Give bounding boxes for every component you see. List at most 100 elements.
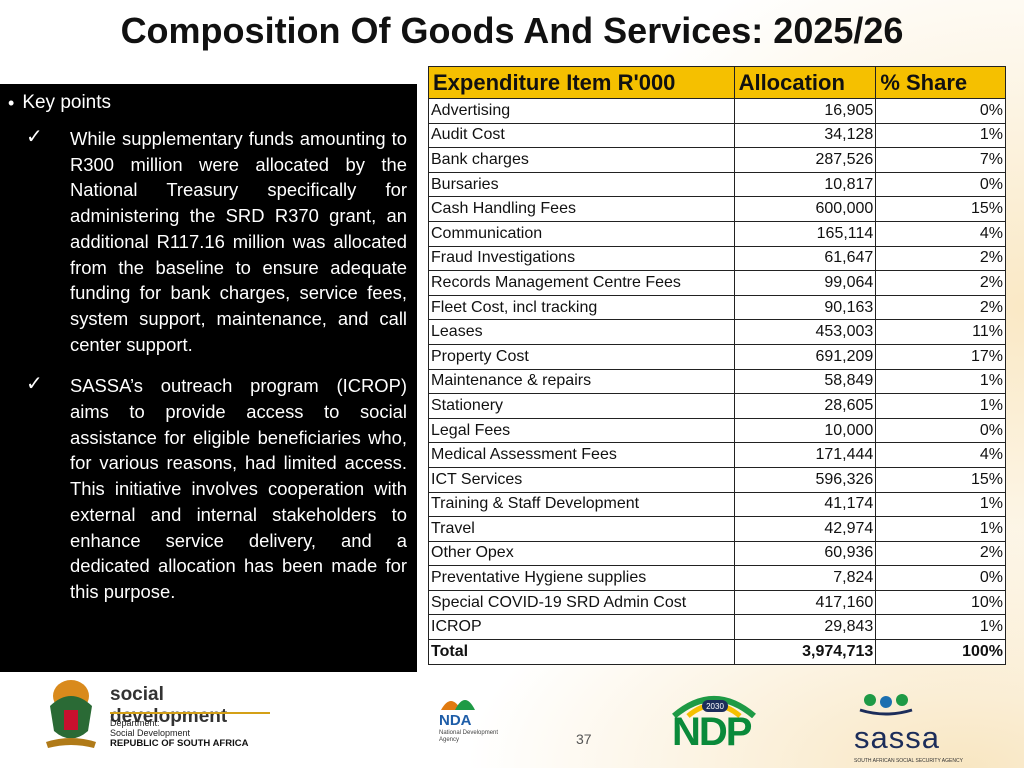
cell-share: 4% [875,220,1006,247]
social-development-logo: social development Department: Social De… [40,676,280,756]
table-row: Training & Staff Development 41,174 1% [428,491,1006,518]
cell-expenditure-item: Cash Handling Fees [428,196,735,222]
cell-share: 15% [875,196,1006,222]
key-point-text: SASSA’s outreach program (ICROP) aims to… [70,375,407,602]
key-point-text: While supplementary funds amounting to R… [70,128,407,355]
cell-allocation: 29,843 [733,614,877,641]
cell-expenditure-item: Maintenance & repairs [428,368,735,395]
checkmark-icon: ✓ [26,126,43,148]
key-point-item: ✓ SASSA’s outreach program (ICROP) aims … [8,373,407,604]
table-row: ICT Services 596,326 15% [428,466,1006,493]
cell-expenditure-item: Bursaries [428,171,735,198]
cell-expenditure-item: Total [428,639,735,665]
header-allocation: Allocation [733,66,877,99]
table-row: Travel 42,974 1% [428,516,1006,542]
sassa-logo: sassa SOUTH AFRICAN SOCIAL SECURITY AGEN… [850,688,970,768]
table-row: Records Management Centre Fees 99,064 2% [428,270,1006,296]
table-row: Stationery 28,605 1% [428,393,1006,419]
cell-expenditure-item: Leases [428,319,735,345]
cell-share: 100% [875,639,1006,665]
department-label: Department: Social Development [110,718,190,738]
cell-allocation: 3,974,713 [733,639,877,665]
cell-allocation: 58,849 [733,368,877,395]
sassa-emblem-icon [859,694,913,716]
cell-allocation: 287,526 [733,147,877,173]
table-row: Fleet Cost, incl tracking 90,163 2% [428,294,1006,321]
nda-subtitle: National Development Agency [439,730,499,743]
cell-allocation: 16,905 [733,98,877,124]
cell-expenditure-item: ICROP [428,614,735,641]
cell-allocation: 41,174 [733,491,877,518]
cell-expenditure-item: Special COVID-19 SRD Admin Cost [428,589,735,616]
cell-expenditure-item: Legal Fees [428,417,735,444]
table-row: Other Opex 60,936 2% [428,540,1006,567]
cell-share: 17% [875,343,1006,370]
ndp-logo: 2030 NDP [668,688,760,758]
bullet-dot-icon: • [8,92,15,113]
table-row: Legal Fees 10,000 0% [428,417,1006,444]
table-row: Medical Assessment Fees 171,444 4% [428,442,1006,468]
slide-title: Composition Of Goods And Services: 2025/… [120,10,904,51]
nda-name: NDA [439,712,472,729]
cell-share: 1% [875,393,1006,419]
expenditure-table: Expenditure Item R'000 Allocation % Shar… [428,66,1006,665]
cell-share: 2% [875,294,1006,321]
cell-allocation: 34,128 [733,122,877,149]
cell-allocation: 417,160 [733,589,877,616]
cell-expenditure-item: Preventative Hygiene supplies [428,565,735,591]
table-row: Audit Cost 34,128 1% [428,122,1006,149]
cell-allocation: 61,647 [733,245,877,272]
cell-allocation: 90,163 [733,294,877,321]
table-body: Advertising 16,905 0% Audit Cost 34,128 1% Ban… [428,98,1006,665]
table-row: Special COVID-19 SRD Admin Cost 417,160 10… [428,589,1006,616]
table-total-row: Total 3,974,713 100% [428,639,1006,665]
cell-expenditure-item: Fraud Investigations [428,245,735,272]
table-row: Bank charges 287,526 7% [428,147,1006,173]
country-label: REPUBLIC OF SOUTH AFRICA [110,738,249,749]
table-row: ICROP 29,843 1% [428,614,1006,641]
cell-expenditure-item: ICT Services [428,466,735,493]
table-row: Advertising 16,905 0% [428,98,1006,124]
social-development-name: social development [110,684,228,727]
cell-share: 1% [875,491,1006,518]
cell-expenditure-item: Training & Staff Development [428,491,735,518]
table-row: Property Cost 691,209 17% [428,343,1006,370]
sassa-subtitle: SOUTH AFRICAN SOCIAL SECURITY AGENCY [854,758,963,764]
cell-share: 1% [875,368,1006,395]
cell-share: 1% [875,614,1006,641]
cell-allocation: 10,000 [733,417,877,444]
ndp-emblem-icon: 2030 [672,696,756,719]
cell-expenditure-item: Bank charges [428,147,735,173]
cell-expenditure-item: Stationery [428,393,735,419]
ndp-year: 2030 [706,702,724,711]
cell-allocation: 10,817 [733,171,877,198]
key-point-item: ✓ While supplementary funds amounting to… [8,126,407,357]
coat-of-arms-icon [46,680,96,748]
table-row: Preventative Hygiene supplies 7,824 0% [428,565,1006,591]
table-row: Maintenance & repairs 58,849 1% [428,368,1006,395]
cell-share: 7% [875,147,1006,173]
cell-allocation: 28,605 [733,393,877,419]
table-row: Cash Handling Fees 600,000 15% [428,196,1006,222]
key-points-heading-row: • Key points [8,92,407,114]
cell-expenditure-item: Advertising [428,98,735,124]
cell-allocation: 7,824 [733,565,877,591]
nda-logo: NDA National Development Agency [437,690,507,760]
checkmark-icon: ✓ [26,373,43,396]
cell-share: 10% [875,589,1006,616]
cell-allocation: 596,326 [733,466,877,493]
cell-expenditure-item: Property Cost [428,343,735,370]
cell-allocation: 600,000 [733,196,877,222]
cell-allocation: 691,209 [733,343,877,370]
header-expenditure-item: Expenditure Item R'000 [428,66,735,99]
cell-share: 15% [875,466,1006,493]
cell-share: 11% [875,319,1006,345]
cell-share: 2% [875,540,1006,567]
nda-emblem-icon [441,700,475,710]
header-share: % Share [875,66,1006,99]
cell-share: 1% [875,516,1006,542]
table-row: Leases 453,003 11% [428,319,1006,345]
table-row: Bursaries 10,817 0% [428,171,1006,198]
cell-expenditure-item: Travel [428,516,735,542]
cell-expenditure-item: Records Management Centre Fees [428,270,735,296]
